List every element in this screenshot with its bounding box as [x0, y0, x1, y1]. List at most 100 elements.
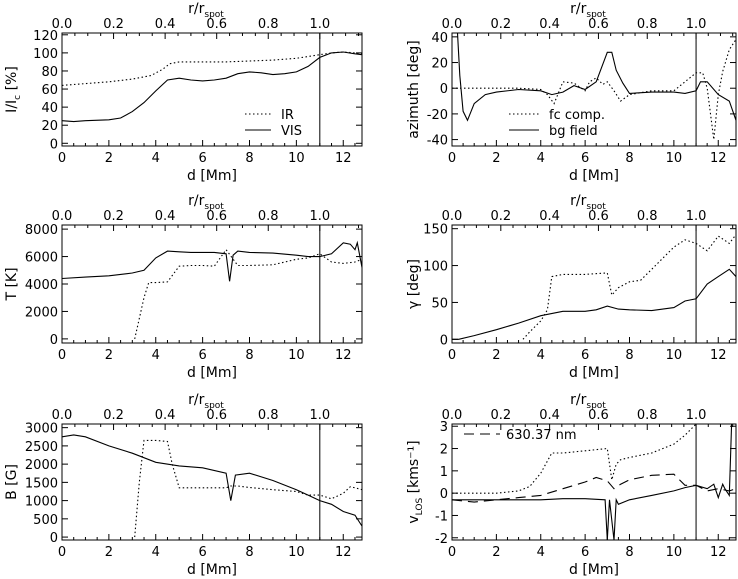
x-tick-label: 6	[198, 151, 206, 166]
series-line-solid	[452, 268, 736, 340]
top-tick-label: 0.6	[588, 209, 609, 224]
y-tick-label: -20	[427, 108, 448, 123]
x-tick-label: 2	[492, 545, 500, 560]
y-tick-label: 8000	[25, 223, 58, 238]
y-tick-label: 1000	[25, 495, 58, 510]
y-tick-label: 4000	[25, 278, 58, 293]
series-line-dotted	[134, 248, 362, 340]
x-tick-label: 6	[581, 348, 589, 363]
top-tick-label: 0.4	[155, 209, 176, 224]
panel-field_strength: 0 2 4 6 8 10 12 0.0 0.2 0.4 0.6 0.8 1.0 r/rspot d [Mm]…	[4, 392, 363, 578]
x-tick-label: 0	[448, 545, 456, 560]
top-tick-label: 0.6	[206, 408, 227, 423]
top-tick-label: 0.4	[539, 408, 560, 423]
x-tick-label: 0	[58, 348, 66, 363]
y-tick-label: 120	[33, 29, 58, 44]
top-tick-label: 0.8	[637, 17, 658, 32]
plot-frame	[451, 224, 737, 344]
series-line-dotted	[452, 424, 697, 494]
x-tick-label: 4	[537, 151, 545, 166]
x-tick-label: 10	[288, 151, 305, 166]
x-tick-label: 4	[152, 545, 160, 560]
top-tick-label: 0.2	[490, 408, 511, 423]
series-line-dotted	[522, 234, 736, 340]
x-tick-label: 4	[537, 545, 545, 560]
y-tick-label: 40	[41, 101, 58, 116]
series-line-solid	[62, 51, 362, 123]
y-tick-label: 6000	[25, 251, 58, 266]
y-tick-label: 150	[423, 223, 448, 238]
top-axis-label: r/rspot	[188, 392, 224, 411]
y-tick-label: 100	[33, 47, 58, 62]
y-tick-label: -2	[435, 532, 448, 547]
top-tick-label: 1.0	[309, 17, 330, 32]
plot-frame	[61, 32, 363, 147]
series-line-dotted	[452, 39, 736, 140]
top-tick-label: 0.0	[442, 408, 463, 423]
y-tick-label: 3	[440, 420, 448, 435]
top-tick-label: 0.6	[588, 17, 609, 32]
top-axis-label: r/rspot	[188, 1, 224, 20]
y-tick-label: 500	[33, 513, 58, 528]
x-tick-label: 10	[288, 348, 305, 363]
top-axis-label-sub: spot	[586, 10, 606, 20]
y-axis-label: B [G]	[4, 464, 20, 500]
x-tick-label: 10	[666, 348, 683, 363]
x-tick-label: 2	[492, 151, 500, 166]
top-tick-label: 1.0	[686, 17, 707, 32]
legend-label: bg field	[549, 124, 598, 139]
y-tick-label: 40	[431, 31, 448, 46]
top-tick-label: 1.0	[309, 408, 330, 423]
x-tick-label: 6	[198, 545, 206, 560]
top-tick-label: 0.0	[442, 17, 463, 32]
plot-frame	[451, 32, 737, 147]
top-tick-label: 0.8	[258, 17, 279, 32]
y-axis-label-tail: [%]	[4, 66, 20, 95]
top-axis-label: r/rspot	[570, 1, 606, 20]
top-axis-label-sub: spot	[204, 10, 224, 20]
x-tick-label: 12	[710, 151, 727, 166]
y-axis-label-tail: [kms⁻¹]	[406, 440, 422, 497]
plot-frame	[61, 224, 363, 344]
panel-inclination: 0 2 4 6 8 10 12 0.0 0.2 0.4 0.6 0.8 1.0 r/rspot d [Mm]…	[406, 193, 737, 381]
x-tick-label: 12	[710, 545, 727, 560]
y-tick-label: 80	[41, 65, 58, 80]
y-tick-label: 2000	[25, 305, 58, 320]
top-tick-label: 0.4	[155, 408, 176, 423]
series-line-solid	[62, 240, 362, 282]
y-axis-label: T [K]	[4, 267, 20, 301]
top-tick-label: 0.6	[206, 209, 227, 224]
legend-label: IR	[281, 108, 294, 123]
top-tick-label: 0.6	[206, 17, 227, 32]
legend-label: VIS	[281, 124, 302, 139]
y-tick-label: 2500	[25, 440, 58, 455]
top-tick-label: 1.0	[686, 408, 707, 423]
y-axis-label: γ [deg]	[406, 259, 422, 309]
y-tick-label: 2	[440, 443, 448, 458]
top-tick-label: 0.0	[442, 209, 463, 224]
y-tick-label: 1500	[25, 476, 58, 491]
y-tick-label: 20	[431, 57, 448, 72]
panel-azimuth: 0 2 4 6 8 10 12 0.0 0.2 0.4 0.6 0.8 1.0 r/rspot d [Mm]…	[406, 1, 737, 184]
y-tick-label: 2000	[25, 458, 58, 473]
plot-frame	[451, 423, 737, 541]
y-tick-label: 0	[50, 137, 58, 152]
y-axis-label-sub: LOS	[415, 498, 425, 516]
y-tick-label: -40	[427, 134, 448, 149]
panel-temperature: 0 2 4 6 8 10 12 0.0 0.2 0.4 0.6 0.8 1.0 r/rspot d [Mm]…	[4, 193, 363, 381]
x-tick-label: 12	[335, 348, 352, 363]
x-tick-label: 10	[288, 545, 305, 560]
top-tick-label: 0.2	[103, 209, 124, 224]
y-axis-label: I/Ic [%]	[4, 66, 23, 113]
x-tick-label: 12	[335, 545, 352, 560]
x-tick-label: 0	[58, 545, 66, 560]
top-tick-label: 1.0	[686, 209, 707, 224]
x-tick-label: 8	[245, 348, 253, 363]
top-tick-label: 0.2	[490, 209, 511, 224]
y-axis-label-sub: c	[13, 95, 23, 100]
top-axis-label-sub: spot	[586, 202, 606, 212]
top-tick-label: 0.6	[588, 408, 609, 423]
top-axis-label-sub: spot	[204, 401, 224, 411]
x-tick-label: 12	[335, 151, 352, 166]
top-tick-label: 0.2	[490, 17, 511, 32]
